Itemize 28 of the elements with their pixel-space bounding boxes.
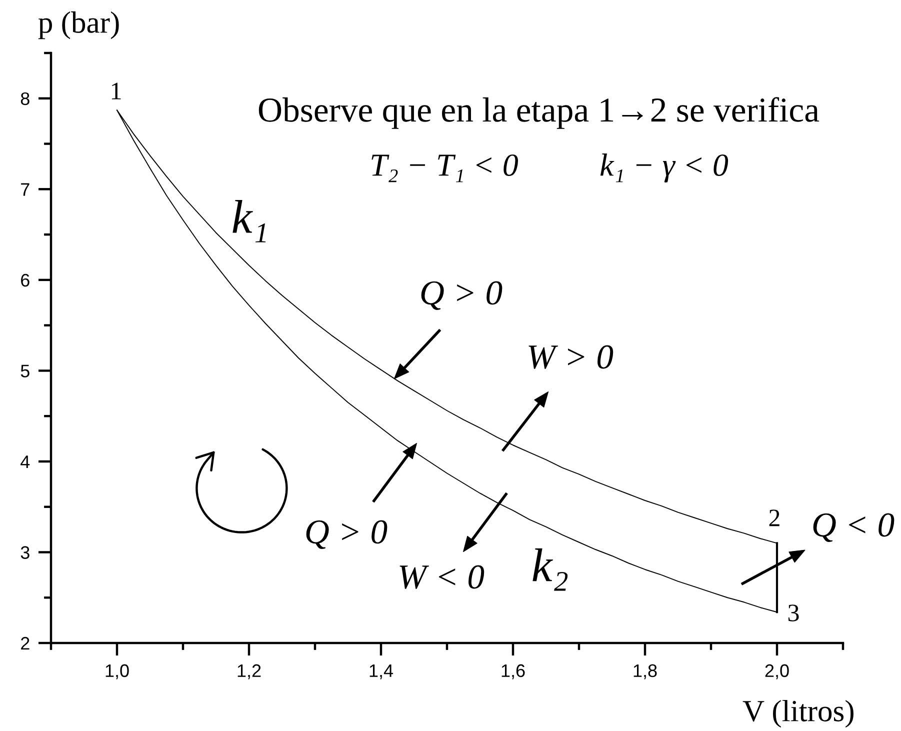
annotation: Q > 0 — [306, 520, 388, 549]
series-label: k₂ — [532, 548, 568, 591]
x-tick-label: 1,8 — [634, 664, 657, 680]
annotation: 2 — [769, 510, 780, 526]
annotation: T₂ − T₁ < 0 — [372, 154, 518, 182]
y-tick-label: 7 — [21, 183, 30, 196]
x-tick-label: 1,6 — [502, 664, 525, 680]
x-tick-label: 2,0 — [765, 664, 789, 680]
y-tick-label: 3 — [20, 546, 30, 559]
annotation: W > 0 — [528, 345, 614, 369]
series-label: k₁ — [232, 200, 266, 242]
annotation: W < 0 — [400, 565, 484, 589]
annotation: Q > 0 — [421, 281, 502, 310]
y-tick-label: 6 — [21, 274, 30, 287]
y-tick-label: 8 — [20, 92, 30, 106]
annotation: Q < 0 — [813, 513, 894, 542]
y-tick-label: 5 — [20, 364, 30, 378]
y-axis-title: p (bar) — [38, 11, 119, 40]
y-tick-label: 2 — [21, 636, 30, 650]
x-tick-label: 1,2 — [238, 664, 261, 680]
x-tick-label: 1,0 — [106, 664, 129, 680]
y-tick-label: 4 — [20, 456, 30, 468]
annotation: k₁ − γ < 0 — [600, 154, 728, 182]
x-tick-label: 1,4 — [370, 664, 394, 680]
x-axis-title: V (litros) — [742, 700, 854, 728]
annotation: 1 — [112, 82, 121, 100]
annotation: 3 — [788, 604, 799, 622]
annotation: Observe que en la etapa 1→2 se verifica — [258, 97, 820, 129]
